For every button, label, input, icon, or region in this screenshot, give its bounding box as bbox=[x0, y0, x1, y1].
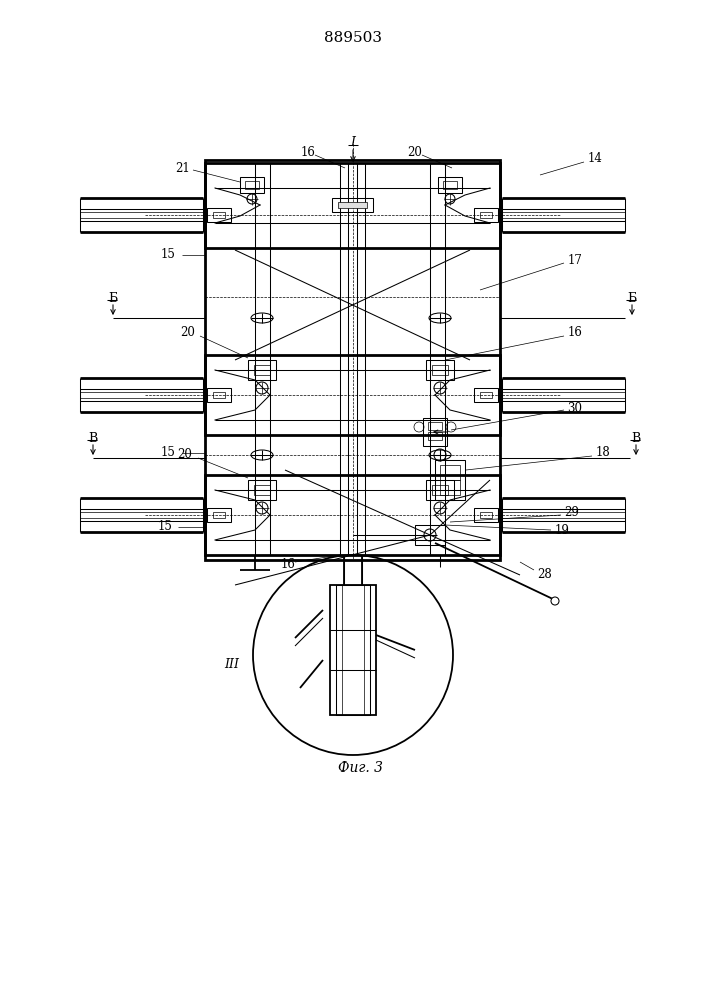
Bar bbox=[207, 388, 231, 402]
Text: Б: Б bbox=[108, 292, 117, 304]
Text: 17: 17 bbox=[568, 253, 583, 266]
Bar bbox=[330, 585, 376, 715]
Bar bbox=[474, 208, 498, 222]
Bar bbox=[248, 360, 276, 380]
Text: 29: 29 bbox=[565, 506, 580, 520]
Text: 18: 18 bbox=[595, 446, 610, 460]
Bar bbox=[480, 392, 492, 398]
Text: В: В bbox=[88, 432, 98, 444]
Text: 20: 20 bbox=[177, 448, 192, 462]
Text: 15: 15 bbox=[160, 248, 175, 261]
Bar bbox=[480, 212, 492, 218]
Bar bbox=[207, 508, 231, 522]
Text: 28: 28 bbox=[537, 568, 552, 582]
Bar bbox=[426, 360, 454, 380]
Text: 889503: 889503 bbox=[324, 31, 382, 45]
Bar bbox=[432, 365, 448, 375]
Bar bbox=[426, 480, 454, 500]
Text: III: III bbox=[225, 658, 240, 672]
Bar bbox=[435, 460, 465, 500]
Text: Фиг. 3: Фиг. 3 bbox=[337, 761, 382, 775]
Text: I: I bbox=[351, 136, 356, 149]
Bar bbox=[248, 480, 276, 500]
Text: 30: 30 bbox=[568, 401, 583, 414]
Bar bbox=[415, 525, 445, 545]
Bar bbox=[428, 422, 442, 430]
Text: 19: 19 bbox=[554, 524, 569, 536]
Bar bbox=[474, 388, 498, 402]
Text: 16: 16 bbox=[568, 326, 583, 340]
Bar bbox=[205, 475, 500, 555]
Text: 20: 20 bbox=[407, 145, 423, 158]
Bar bbox=[342, 585, 364, 715]
Text: 16: 16 bbox=[281, 558, 296, 572]
Bar bbox=[254, 365, 270, 375]
Bar bbox=[423, 418, 447, 446]
Bar bbox=[480, 512, 492, 518]
Bar bbox=[438, 177, 462, 193]
Text: 21: 21 bbox=[175, 161, 190, 174]
Bar bbox=[443, 181, 457, 189]
Bar bbox=[240, 177, 264, 193]
Bar bbox=[336, 585, 370, 715]
Text: Б: Б bbox=[627, 292, 636, 304]
Text: 16: 16 bbox=[300, 145, 315, 158]
Text: 14: 14 bbox=[588, 151, 602, 164]
Text: 15: 15 bbox=[158, 520, 173, 534]
Text: 15: 15 bbox=[160, 446, 175, 460]
Bar bbox=[213, 212, 225, 218]
Bar bbox=[440, 465, 460, 480]
Bar bbox=[205, 163, 500, 248]
Bar bbox=[428, 432, 442, 440]
Bar bbox=[207, 208, 231, 222]
Text: В: В bbox=[631, 432, 641, 444]
Text: 20: 20 bbox=[180, 326, 195, 340]
Bar bbox=[332, 198, 373, 212]
Bar bbox=[440, 480, 460, 495]
Bar bbox=[338, 202, 367, 208]
Bar bbox=[474, 508, 498, 522]
Circle shape bbox=[551, 597, 559, 605]
Bar bbox=[213, 512, 225, 518]
Bar bbox=[205, 160, 500, 560]
Bar bbox=[254, 485, 270, 495]
Bar bbox=[205, 355, 500, 435]
Bar bbox=[213, 392, 225, 398]
Bar bbox=[432, 485, 448, 495]
Bar bbox=[245, 181, 259, 189]
Bar bbox=[344, 555, 362, 600]
